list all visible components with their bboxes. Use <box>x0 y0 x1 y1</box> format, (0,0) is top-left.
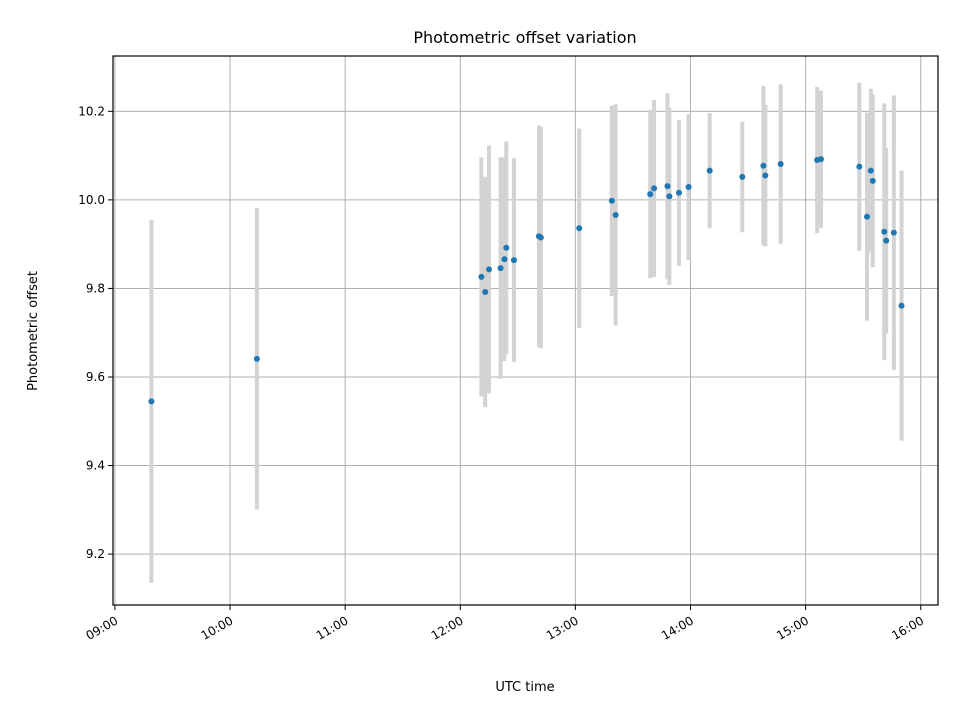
y-tick-label: 9.2 <box>86 547 105 561</box>
x-tick-label: 13:00 <box>544 613 581 642</box>
x-tick-label: 12:00 <box>429 613 466 642</box>
x-tick-label: 16:00 <box>889 613 926 642</box>
data-point <box>762 172 769 179</box>
data-point <box>612 211 619 218</box>
y-axis-ticks: 9.2 9.4 9.6 9.8 10.0 10.2 <box>78 104 113 561</box>
x-tick-label: 11:00 <box>314 613 351 642</box>
data-point <box>867 167 874 174</box>
data-point <box>817 156 824 163</box>
data-point <box>482 288 489 295</box>
data-point <box>253 355 260 362</box>
data-point <box>537 234 544 241</box>
data-point <box>501 256 508 263</box>
x-tick-label: 09:00 <box>83 613 120 642</box>
data-point <box>497 265 504 272</box>
data-point <box>503 244 510 251</box>
x-axis-ticks: 09:00 10:00 11:00 12:00 13:00 14:00 15:00 16:00 <box>83 605 926 643</box>
data-point <box>666 193 673 200</box>
y-tick-label: 9.8 <box>86 281 105 295</box>
data-point <box>478 273 485 280</box>
data-point <box>647 191 654 198</box>
x-axis-label: UTC time <box>495 680 554 695</box>
data-point <box>864 213 871 220</box>
y-tick-label: 10.0 <box>78 193 105 207</box>
data-point <box>148 398 155 405</box>
y-axis-label: Photometric offset <box>26 271 41 391</box>
data-point <box>777 161 784 168</box>
x-tick-label: 10:00 <box>199 613 236 642</box>
data-point <box>510 257 517 264</box>
error-bars <box>149 82 904 583</box>
data-point <box>890 229 897 236</box>
data-point <box>675 189 682 196</box>
y-tick-label: 9.6 <box>86 370 105 384</box>
x-tick-label: 14:00 <box>659 613 696 642</box>
grid <box>113 56 938 605</box>
y-tick-label: 9.4 <box>86 459 105 473</box>
data-point <box>664 183 671 190</box>
data-point <box>856 163 863 170</box>
plot-frame <box>112 55 939 606</box>
data-point <box>881 228 888 235</box>
data-points <box>148 156 905 405</box>
data-point <box>898 302 905 309</box>
data-point <box>608 197 615 204</box>
data-point <box>760 162 767 169</box>
data-point <box>706 167 713 174</box>
chart-title: Photometric offset variation <box>413 28 636 47</box>
data-point <box>883 237 890 244</box>
data-point <box>685 184 692 191</box>
data-point <box>486 266 493 273</box>
data-point <box>576 225 583 232</box>
data-point <box>869 177 876 184</box>
x-tick-label: 15:00 <box>774 613 811 642</box>
y-tick-label: 10.2 <box>78 104 105 118</box>
data-point <box>739 173 746 180</box>
data-point <box>651 185 658 192</box>
